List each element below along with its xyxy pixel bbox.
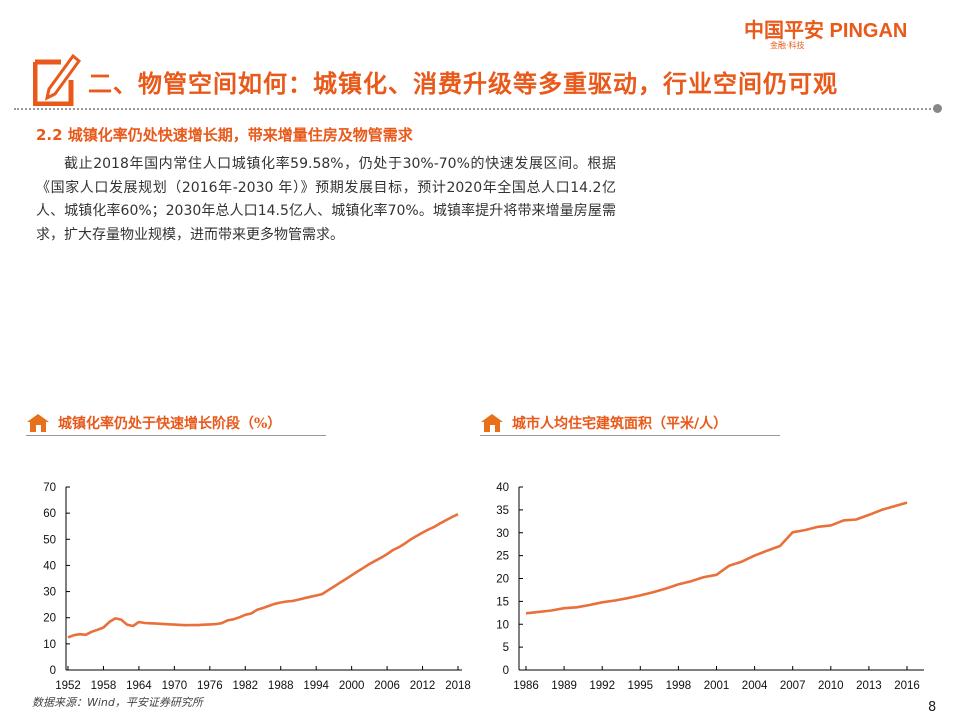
x-tick-label: 2016 bbox=[894, 680, 920, 692]
y-tick-label: 5 bbox=[503, 642, 509, 654]
x-tick-label: 1992 bbox=[589, 680, 615, 692]
x-tick-label: 1988 bbox=[268, 680, 294, 692]
divider-end-dot bbox=[933, 104, 942, 113]
x-tick-label: 2013 bbox=[856, 680, 882, 692]
x-tick-label: 1958 bbox=[91, 680, 117, 692]
x-tick-label: 2010 bbox=[818, 680, 844, 692]
x-tick-label: 1970 bbox=[162, 680, 188, 692]
x-tick-label: 1982 bbox=[232, 680, 258, 692]
section-subtitle: 2.2 城镇化率仍处快速增长期，带来增量住房及物管需求 bbox=[36, 126, 413, 144]
x-tick-label: 1952 bbox=[55, 680, 81, 692]
page-number: 8 bbox=[928, 700, 937, 715]
x-tick-label: 1995 bbox=[628, 680, 654, 692]
x-tick-label: 2006 bbox=[374, 680, 400, 692]
section-body: 截止2018年国内常住人口城镇化率59.58%，仍处于30%-70%的快速发展区… bbox=[36, 156, 616, 243]
y-tick-label: 0 bbox=[503, 665, 509, 677]
house-icon bbox=[481, 413, 503, 432]
chart2-header: 城市人均住宅建筑面积（平米/人） bbox=[480, 410, 780, 436]
x-tick-label: 2007 bbox=[780, 680, 806, 692]
y-tick-label: 25 bbox=[496, 551, 509, 563]
y-tick-label: 10 bbox=[496, 619, 509, 631]
chart2-title: 城市人均住宅建筑面积（平米/人） bbox=[512, 415, 728, 432]
y-tick-label: 60 bbox=[43, 508, 56, 520]
brand-tagline: 金融·科技 bbox=[770, 41, 805, 50]
house-icon bbox=[27, 413, 49, 432]
y-tick-label: 15 bbox=[496, 596, 509, 608]
x-tick-label: 2012 bbox=[410, 680, 436, 692]
x-tick-label: 1994 bbox=[303, 680, 329, 692]
x-tick-label: 2004 bbox=[742, 680, 768, 692]
y-tick-label: 30 bbox=[43, 587, 56, 599]
x-tick-label: 1986 bbox=[513, 680, 539, 692]
data-line bbox=[67, 513, 459, 639]
page-title: 二、物管空间如何：城镇化、消费升级等多重驱动，行业空间仍可观 bbox=[88, 69, 838, 98]
title-divider bbox=[14, 108, 938, 110]
y-tick-label: 20 bbox=[496, 574, 509, 586]
y-tick-label: 0 bbox=[50, 665, 56, 677]
x-tick-label: 2001 bbox=[704, 680, 730, 692]
y-tick-label: 40 bbox=[496, 482, 509, 494]
brand-logo: 中国平安 PINGAN bbox=[744, 20, 908, 42]
data-source: 数据来源：Wind，平安证券研究所 bbox=[32, 696, 203, 709]
chart1-header: 城镇化率仍处于快速增长阶段（%） bbox=[26, 410, 326, 436]
y-tick-label: 40 bbox=[43, 560, 56, 572]
urbanization-rate-chart: 0 10 20 30 40 50 60 70 1952 1958 1964 1970 1976 1982 1… bbox=[43, 482, 471, 692]
y-tick-label: 70 bbox=[43, 482, 56, 494]
y-tick-label: 35 bbox=[496, 505, 509, 517]
data-line bbox=[525, 501, 908, 615]
y-tick-label: 50 bbox=[43, 534, 56, 546]
housing-area-chart: 0 5 10 15 20 25 30 35 40 1986 1989 1992 1995 1998 2001… bbox=[496, 482, 924, 692]
x-tick-label: 1976 bbox=[197, 680, 223, 692]
y-tick-label: 10 bbox=[43, 639, 56, 651]
x-tick-label: 1989 bbox=[551, 680, 577, 692]
x-tick-label: 1998 bbox=[666, 680, 692, 692]
chart1-title: 城镇化率仍处于快速增长阶段（%） bbox=[58, 415, 282, 432]
y-tick-label: 30 bbox=[496, 528, 509, 540]
x-tick-label: 2000 bbox=[339, 680, 365, 692]
pencil-note-icon bbox=[33, 54, 81, 106]
x-tick-label: 2018 bbox=[445, 680, 471, 692]
x-tick-label: 1964 bbox=[126, 680, 152, 692]
y-tick-label: 20 bbox=[43, 613, 56, 625]
